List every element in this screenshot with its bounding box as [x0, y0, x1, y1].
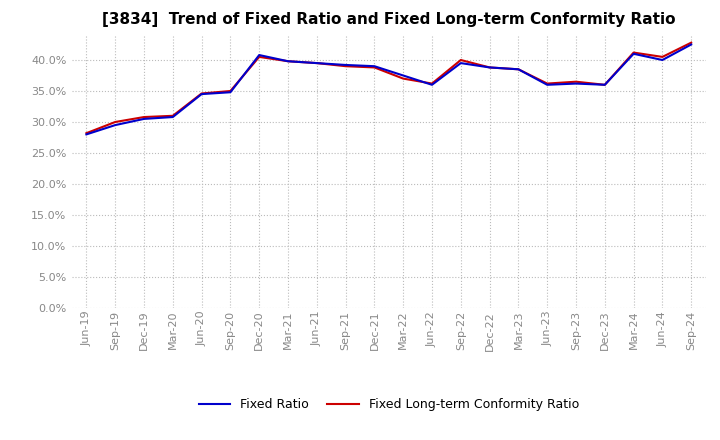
Fixed Long-term Conformity Ratio: [111, 119, 120, 125]
Fixed Long-term Conformity Ratio: [428, 81, 436, 86]
Fixed Ratio: [600, 82, 609, 88]
Fixed Ratio: [629, 51, 638, 56]
Fixed Ratio: [456, 60, 465, 66]
Fixed Long-term Conformity Ratio: [485, 65, 494, 70]
Fixed Ratio: [370, 63, 379, 69]
Fixed Long-term Conformity Ratio: [341, 63, 350, 69]
Fixed Ratio: [514, 66, 523, 72]
Line: Fixed Long-term Conformity Ratio: Fixed Long-term Conformity Ratio: [86, 43, 691, 133]
Fixed Ratio: [82, 132, 91, 137]
Fixed Ratio: [197, 92, 206, 97]
Fixed Long-term Conformity Ratio: [82, 131, 91, 136]
Fixed Ratio: [658, 57, 667, 62]
Fixed Ratio: [168, 114, 177, 120]
Fixed Ratio: [312, 60, 321, 66]
Fixed Ratio: [284, 59, 292, 64]
Fixed Long-term Conformity Ratio: [140, 114, 148, 120]
Fixed Ratio: [687, 42, 696, 47]
Fixed Long-term Conformity Ratio: [255, 54, 264, 59]
Fixed Ratio: [428, 82, 436, 88]
Fixed Ratio: [399, 73, 408, 78]
Fixed Long-term Conformity Ratio: [687, 40, 696, 45]
Fixed Ratio: [140, 116, 148, 121]
Fixed Long-term Conformity Ratio: [572, 79, 580, 84]
Fixed Ratio: [485, 65, 494, 70]
Fixed Long-term Conformity Ratio: [514, 66, 523, 72]
Legend: Fixed Ratio, Fixed Long-term Conformity Ratio: Fixed Ratio, Fixed Long-term Conformity …: [194, 393, 584, 416]
Fixed Ratio: [543, 82, 552, 88]
Fixed Ratio: [341, 62, 350, 68]
Fixed Long-term Conformity Ratio: [312, 60, 321, 66]
Fixed Ratio: [111, 122, 120, 128]
Fixed Ratio: [255, 52, 264, 58]
Fixed Long-term Conformity Ratio: [600, 82, 609, 88]
Fixed Long-term Conformity Ratio: [197, 91, 206, 96]
Fixed Long-term Conformity Ratio: [543, 81, 552, 86]
Fixed Long-term Conformity Ratio: [168, 113, 177, 118]
Fixed Ratio: [226, 90, 235, 95]
Fixed Long-term Conformity Ratio: [284, 59, 292, 64]
Fixed Long-term Conformity Ratio: [658, 54, 667, 59]
Fixed Long-term Conformity Ratio: [456, 57, 465, 62]
Fixed Long-term Conformity Ratio: [226, 88, 235, 94]
Line: Fixed Ratio: Fixed Ratio: [86, 44, 691, 134]
Fixed Long-term Conformity Ratio: [370, 65, 379, 70]
Title: [3834]  Trend of Fixed Ratio and Fixed Long-term Conformity Ratio: [3834] Trend of Fixed Ratio and Fixed Lo…: [102, 12, 675, 27]
Fixed Ratio: [572, 81, 580, 86]
Fixed Long-term Conformity Ratio: [629, 50, 638, 55]
Fixed Long-term Conformity Ratio: [399, 76, 408, 81]
